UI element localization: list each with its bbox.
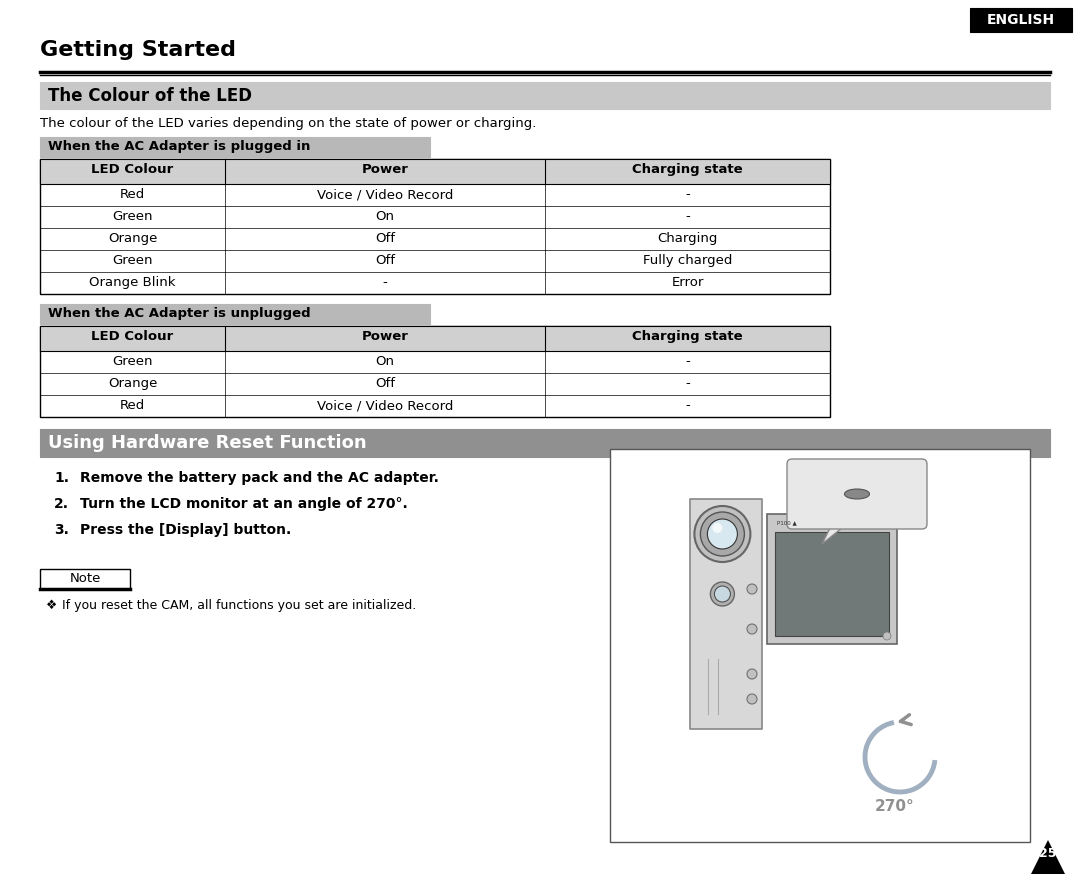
Circle shape: [713, 523, 723, 533]
Bar: [40, 304, 430, 324]
Polygon shape: [1031, 840, 1065, 874]
Bar: [970, 8, 1072, 32]
Text: Off: Off: [375, 377, 395, 390]
Text: Voice / Video Record: Voice / Video Record: [316, 399, 454, 412]
Text: The Colour of the LED: The Colour of the LED: [48, 87, 252, 105]
Text: Getting Started: Getting Started: [40, 40, 237, 60]
Text: Off: Off: [375, 232, 395, 245]
Text: 2.: 2.: [54, 497, 69, 511]
Text: Voice / Video Record: Voice / Video Record: [316, 188, 454, 201]
Text: 3.: 3.: [54, 523, 69, 537]
FancyBboxPatch shape: [787, 459, 927, 529]
Text: Orange: Orange: [108, 377, 158, 390]
Text: Note: Note: [69, 572, 100, 585]
Text: On: On: [376, 210, 394, 223]
Text: Off: Off: [375, 254, 395, 267]
Text: Turn the LCD monitor at an angle of 270°.: Turn the LCD monitor at an angle of 270°…: [80, 497, 408, 511]
Text: Green: Green: [112, 355, 152, 368]
Bar: [40, 82, 1050, 109]
Text: Red: Red: [120, 399, 145, 412]
Text: LED Colour: LED Colour: [92, 330, 174, 343]
Text: Using Hardware Reset Function: Using Hardware Reset Function: [48, 434, 366, 452]
Text: ❖: ❖: [46, 599, 57, 612]
Text: Orange: Orange: [108, 232, 158, 245]
Bar: [812, 484, 902, 506]
Text: 270°: 270°: [875, 799, 915, 814]
Bar: [767, 514, 897, 644]
Circle shape: [883, 632, 891, 640]
Circle shape: [747, 584, 757, 594]
Bar: [775, 532, 889, 636]
Text: When the AC Adapter is plugged in: When the AC Adapter is plugged in: [48, 140, 310, 153]
Text: 25: 25: [1039, 847, 1056, 860]
Bar: [40, 326, 831, 417]
Text: -: -: [382, 276, 388, 289]
Text: Charging state: Charging state: [632, 330, 743, 343]
Text: Remove the battery pack and the AC adapter.: Remove the battery pack and the AC adapt…: [80, 471, 438, 485]
Text: -: -: [685, 355, 690, 368]
Circle shape: [694, 506, 751, 562]
Circle shape: [747, 694, 757, 704]
Text: -: -: [685, 210, 690, 223]
Bar: [40, 429, 1050, 457]
Text: -: -: [685, 399, 690, 412]
Text: When the AC Adapter is unplugged: When the AC Adapter is unplugged: [48, 307, 311, 320]
Circle shape: [747, 624, 757, 634]
Circle shape: [707, 519, 738, 549]
Text: Press the [Display] button.: Press the [Display] button.: [80, 523, 292, 537]
Bar: [40, 326, 831, 351]
Text: Power: Power: [362, 163, 408, 176]
Text: Charging state: Charging state: [632, 163, 743, 176]
Text: Red: Red: [120, 188, 145, 201]
Circle shape: [747, 669, 757, 679]
Bar: [610, 449, 1030, 842]
Text: Error: Error: [672, 276, 704, 289]
Polygon shape: [822, 524, 847, 544]
Text: If you reset the CAM, all functions you set are initialized.: If you reset the CAM, all functions you …: [62, 599, 416, 612]
Text: On: On: [376, 355, 394, 368]
Ellipse shape: [845, 489, 869, 499]
Text: Orange Blink: Orange Blink: [90, 276, 176, 289]
Text: Charging: Charging: [658, 232, 718, 245]
Text: Power: Power: [362, 330, 408, 343]
Bar: [40, 159, 831, 184]
Bar: [40, 159, 831, 294]
Circle shape: [701, 512, 744, 556]
Text: P100 ▲: P100 ▲: [777, 520, 797, 525]
Bar: [40, 137, 430, 157]
Circle shape: [711, 582, 734, 606]
Text: Green: Green: [112, 210, 152, 223]
Bar: [40, 569, 130, 589]
Text: LED Colour: LED Colour: [92, 163, 174, 176]
Text: ENGLISH: ENGLISH: [987, 12, 1055, 26]
Text: -: -: [685, 377, 690, 390]
Text: The colour of the LED varies depending on the state of power or charging.: The colour of the LED varies depending o…: [40, 117, 537, 130]
Text: Green: Green: [112, 254, 152, 267]
Text: 1.: 1.: [54, 471, 69, 485]
Circle shape: [714, 586, 730, 602]
Text: Fully charged: Fully charged: [643, 254, 732, 267]
Text: -: -: [685, 188, 690, 201]
Bar: [690, 499, 762, 729]
